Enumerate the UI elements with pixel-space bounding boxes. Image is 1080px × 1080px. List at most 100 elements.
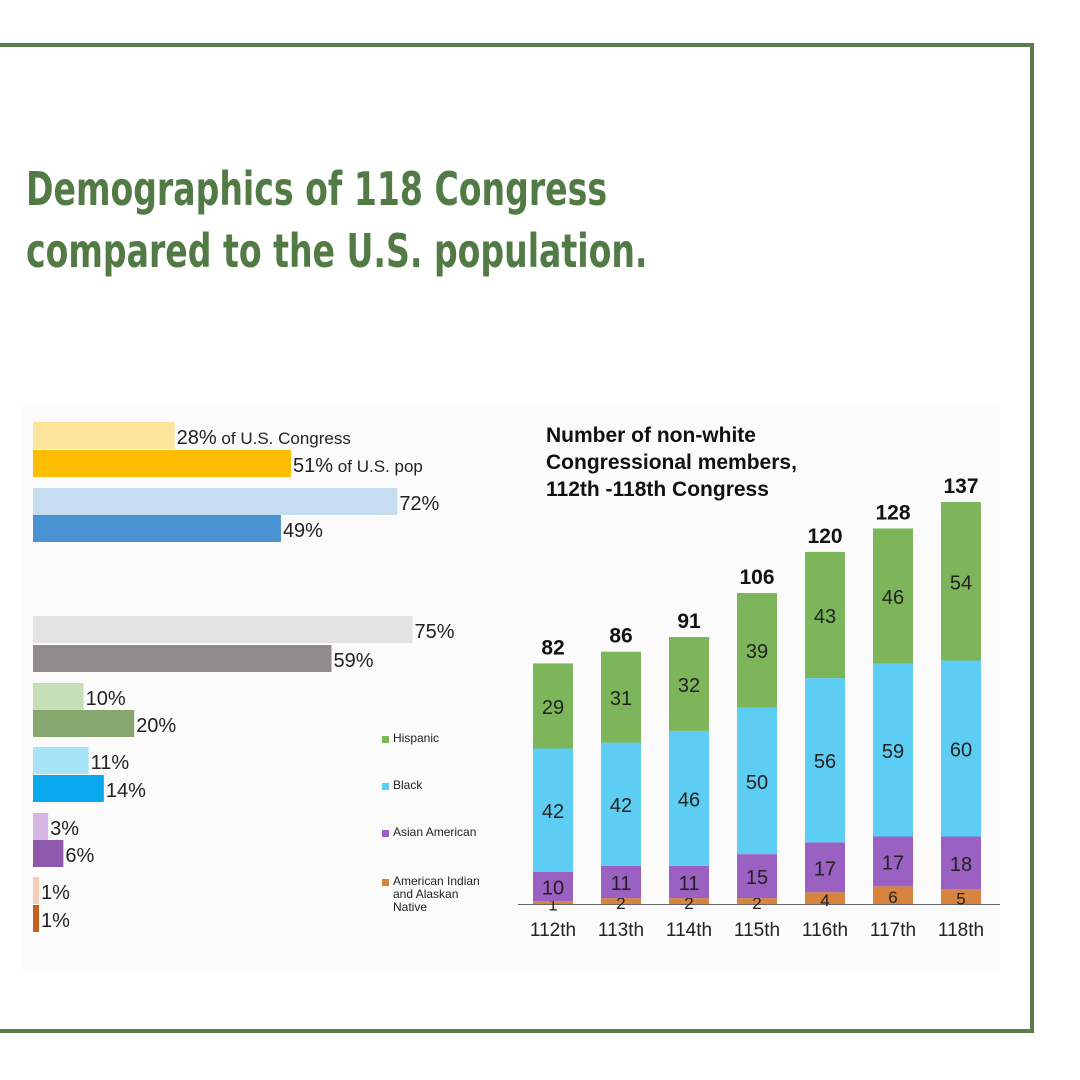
stack-segment (601, 651, 641, 743)
x-tick-label: 116th (802, 920, 848, 941)
stack-segment (737, 854, 777, 899)
stack-segment (805, 842, 845, 893)
legend-label-line: Black (393, 778, 423, 792)
stack-segment (533, 663, 573, 749)
legend-swatch (382, 736, 389, 743)
stack-value-label: 2 (616, 894, 625, 913)
hbar-black-congress (33, 747, 89, 774)
legend-label: Black (393, 779, 422, 792)
stack-value-label: 11 (679, 873, 700, 895)
hbar-black-population (33, 775, 104, 802)
stack-value-label: 17 (814, 858, 836, 880)
stack-segment (805, 892, 845, 904)
legend-swatch (382, 783, 389, 790)
legend-label: American Indian and Alaskan Native (393, 875, 480, 914)
stack-segment (669, 637, 709, 731)
stack-segment (669, 730, 709, 866)
title-line-2: compared to the U.S. population. (26, 224, 648, 278)
stack-value-label: 42 (542, 801, 564, 823)
stacked-chart-title-line: Congressional members, (546, 451, 797, 474)
stack-total-label: 91 (677, 610, 701, 633)
stack-segment (533, 901, 573, 904)
stack-total-label: 86 (609, 625, 632, 648)
legend-label: Hispanic (393, 732, 439, 745)
stack-segment (533, 748, 573, 872)
stack-value-label: 5 (956, 890, 965, 909)
stack-value-label: 46 (882, 587, 904, 609)
hbar-label: 3% (50, 818, 79, 840)
page-frame (0, 43, 1034, 1033)
stack-value-label: 29 (542, 697, 564, 719)
stack-value-label: 15 (746, 867, 768, 889)
stack-segment (805, 678, 845, 843)
hbar-svg: 28% of U.S. Congress 51% of U.S. pop 72% 49… (33, 422, 455, 932)
legend-item: Hispanic (382, 732, 439, 745)
stack-total-label: 137 (943, 475, 978, 498)
hbar-label: 6% (65, 845, 94, 867)
legend-label-line: American Indian (393, 874, 480, 888)
stacked-chart-title-line: 112th -118th Congress (546, 478, 769, 501)
stack-value-label: 54 (950, 572, 972, 594)
hbar-hispanic-congress (33, 683, 84, 710)
hbar-men-population (33, 515, 281, 542)
chart-panel: 28% of U.S. Congress 51% of U.S. pop 72% 49… (22, 405, 1000, 970)
hbar-label: 11% (91, 752, 130, 774)
legend-label-line: and Alaskan (393, 887, 459, 901)
hbar-asian-congress (33, 813, 49, 840)
stack-segment (737, 898, 777, 904)
stack-segment (941, 889, 981, 904)
stack-segment (737, 592, 777, 708)
stack-total-label: 120 (807, 525, 842, 548)
stack-segment (533, 871, 573, 902)
stack-value-label: 2 (684, 894, 693, 913)
hbar-label: 51% of U.S. pop (293, 455, 423, 477)
legend-label: Asian American (393, 826, 476, 839)
hbar-native-population (33, 905, 39, 932)
stack-value-label: 31 (610, 688, 632, 710)
hbar-label: 59% (334, 650, 374, 672)
title-line-1: Demographics of 118 Congress (26, 162, 608, 216)
hbar-label: 14% (106, 780, 146, 802)
stack-value-label: 17 (882, 852, 904, 874)
x-tick-label: 118th (938, 920, 984, 941)
stack-value-label: 6 (888, 888, 897, 907)
hbar-label: 1% (41, 910, 70, 932)
stack-total-label: 82 (541, 636, 564, 659)
hbar-label: 49% (283, 520, 323, 542)
stack-segment (941, 660, 981, 837)
stack-value-label: 43 (814, 606, 836, 628)
stack-value-label: 39 (746, 641, 768, 663)
x-tick-label: 115th (734, 920, 780, 941)
stack-segment (669, 898, 709, 904)
stack-segment (805, 551, 845, 679)
hbar-men-congress (33, 488, 398, 515)
stack-segment (737, 707, 777, 855)
legend-label-line: Native (393, 900, 428, 914)
stack-segment (873, 836, 913, 887)
page-title: Demographics of 118 Congress compared to… (26, 158, 648, 282)
stack-segment (873, 886, 913, 904)
stack-value-label: 1 (548, 896, 557, 915)
stack-segment (941, 836, 981, 890)
stack-segment (873, 528, 913, 664)
stack-value-label: 4 (820, 891, 829, 910)
stack-value-label: 42 (610, 795, 632, 817)
stack-segment (669, 865, 709, 899)
legend-item: American Indian and Alaskan Native (382, 875, 480, 914)
stack-segment (601, 865, 641, 899)
stack-value-label: 32 (678, 675, 700, 697)
hbar-label: 72% (399, 493, 439, 515)
stack-value-label: 2 (752, 894, 761, 913)
hbar-white-congress (33, 616, 413, 643)
stack-value-label: 59 (882, 741, 904, 763)
legend-label-line: Hispanic (393, 731, 440, 745)
stack-value-label: 10 (542, 877, 564, 899)
legend-swatch (382, 879, 389, 886)
hbar-women-population (33, 450, 292, 477)
legend-label-line: Asian American (393, 825, 477, 839)
stack-value-label: 11 (611, 873, 632, 895)
hbar-asian-population (33, 840, 64, 867)
stack-value-label: 56 (814, 751, 836, 773)
stacked-svg: Number of non-white Congressional members… (518, 424, 1000, 941)
hbar-label: 1% (41, 882, 70, 904)
